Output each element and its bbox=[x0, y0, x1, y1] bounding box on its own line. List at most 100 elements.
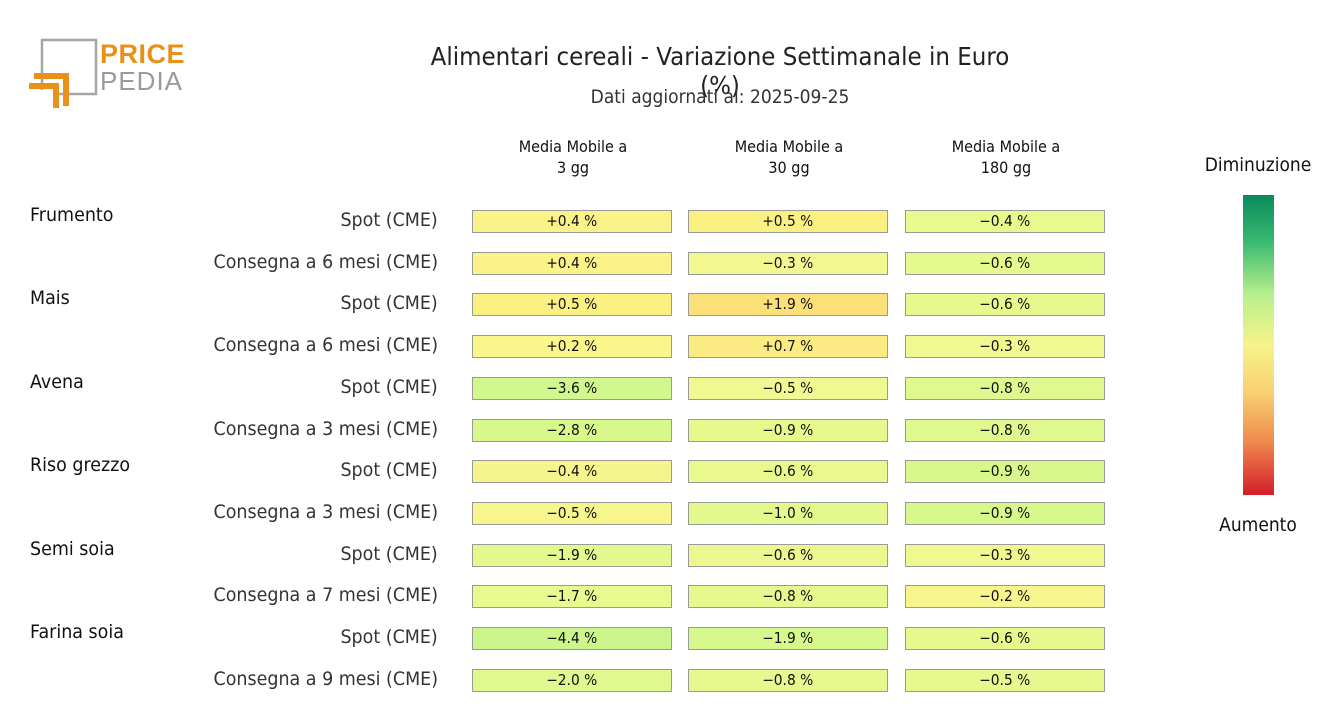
heatmap-cell: −0.3 % bbox=[905, 543, 1105, 567]
cell-value: +0.7 % bbox=[762, 337, 814, 356]
cell-value: −0.6 % bbox=[762, 545, 814, 564]
cell-value: −0.6 % bbox=[979, 295, 1031, 314]
row-label: Consegna a 6 mesi (CME) bbox=[213, 250, 438, 273]
chart-title: Alimentari cereali - Variazione Settiman… bbox=[430, 42, 1010, 100]
row-label: Consegna a 7 mesi (CME) bbox=[213, 584, 438, 607]
group-label: Semi soia bbox=[30, 537, 115, 560]
heatmap-cell: +0.4 % bbox=[472, 210, 672, 233]
cell-value: −0.4 % bbox=[546, 462, 598, 481]
row-label: Consegna a 3 mesi (CME) bbox=[213, 417, 438, 440]
cell-value: −0.8 % bbox=[762, 587, 814, 606]
cell-value: −0.9 % bbox=[762, 420, 814, 439]
heatmap-cell: −0.5 % bbox=[905, 668, 1105, 692]
heatmap-cell: −0.8 % bbox=[688, 668, 888, 692]
heatmap-cell: −0.9 % bbox=[905, 460, 1105, 484]
heatmap-cell: +0.7 % bbox=[688, 335, 888, 359]
row-label: Consegna a 3 mesi (CME) bbox=[213, 500, 438, 523]
row-label: Spot (CME) bbox=[340, 209, 438, 231]
heatmap-cell: −4.4 % bbox=[472, 627, 672, 650]
heatmap-cell: −0.9 % bbox=[688, 418, 888, 442]
legend-label-top: Diminuzione bbox=[1204, 154, 1312, 176]
cell-value: +0.4 % bbox=[546, 253, 598, 272]
cell-value: −4.4 % bbox=[546, 629, 598, 647]
heatmap-cell: −1.0 % bbox=[688, 501, 888, 525]
cell-value: −3.6 % bbox=[546, 378, 598, 397]
cell-value: −0.3 % bbox=[979, 337, 1031, 356]
group-label: Riso grezzo bbox=[30, 454, 131, 477]
cell-value: −0.6 % bbox=[762, 462, 814, 481]
heatmap-cell: +0.5 % bbox=[472, 293, 672, 317]
heatmap-cell: −0.6 % bbox=[905, 251, 1105, 275]
row-label: Consegna a 6 mesi (CME) bbox=[213, 334, 438, 357]
pricepedia-logo: PRICE PEDIA bbox=[29, 38, 185, 108]
group-label: Farina soia bbox=[30, 621, 124, 643]
column-header-2: Media Mobile a 30 gg bbox=[734, 137, 844, 177]
logo-word-pedia: PEDIA bbox=[100, 66, 183, 96]
cell-value: −0.8 % bbox=[979, 420, 1031, 439]
cell-value: −1.0 % bbox=[762, 503, 814, 522]
group-label: Mais bbox=[30, 287, 70, 310]
cell-value: +0.2 % bbox=[546, 337, 598, 356]
row-label: Consegna a 9 mesi (CME) bbox=[213, 667, 438, 690]
cell-value: −0.9 % bbox=[979, 462, 1031, 481]
row-label: Spot (CME) bbox=[340, 292, 438, 315]
cell-value: −0.2 % bbox=[979, 587, 1031, 606]
heatmap-cell: +0.4 % bbox=[472, 251, 672, 275]
cell-value: +1.9 % bbox=[762, 295, 814, 314]
cell-value: −0.8 % bbox=[979, 378, 1031, 397]
cell-value: −2.0 % bbox=[546, 670, 598, 689]
cell-value: −1.9 % bbox=[546, 545, 598, 564]
heatmap-cell: +0.2 % bbox=[472, 335, 672, 359]
heatmap-cell: −0.3 % bbox=[688, 251, 888, 275]
cell-value: −0.8 % bbox=[762, 670, 814, 689]
heatmap-cell: +1.9 % bbox=[688, 293, 888, 317]
heatmap-cell: −3.6 % bbox=[472, 376, 672, 400]
heatmap-cell: −0.5 % bbox=[688, 376, 888, 400]
legend-label-bottom: Aumento bbox=[1219, 514, 1297, 536]
group-label: Frumento bbox=[30, 204, 114, 226]
cell-value: −0.6 % bbox=[979, 253, 1031, 272]
cell-value: −0.9 % bbox=[979, 503, 1031, 522]
cell-value: +0.5 % bbox=[762, 212, 814, 230]
legend-color-bar bbox=[1243, 195, 1274, 495]
heatmap-cell: −0.6 % bbox=[905, 293, 1105, 317]
heatmap-cell: −0.4 % bbox=[472, 460, 672, 484]
logo-mark bbox=[29, 38, 98, 108]
group-label: Avena bbox=[30, 370, 84, 393]
heatmap-cell: +0.5 % bbox=[688, 210, 888, 233]
row-label: Spot (CME) bbox=[340, 626, 438, 648]
row-label: Spot (CME) bbox=[340, 542, 438, 565]
cell-value: −0.5 % bbox=[762, 378, 814, 397]
heatmap-cell: −0.6 % bbox=[688, 460, 888, 484]
heatmap-cell: −1.9 % bbox=[688, 627, 888, 650]
cell-value: +0.5 % bbox=[546, 295, 598, 314]
heatmap-cell: −1.7 % bbox=[472, 585, 672, 609]
heatmap-cell: −0.2 % bbox=[905, 585, 1105, 609]
cell-value: −0.3 % bbox=[762, 253, 814, 272]
heatmap-cell: −0.8 % bbox=[905, 376, 1105, 400]
row-label: Spot (CME) bbox=[340, 375, 438, 398]
column-header-3: Media Mobile a 180 gg bbox=[951, 137, 1061, 177]
heatmap-cell: −0.9 % bbox=[905, 501, 1105, 525]
row-label: Spot (CME) bbox=[340, 459, 438, 482]
chart-subtitle: Dati aggiornati al: 2025-09-25 bbox=[590, 86, 850, 108]
heatmap-cell: −0.4 % bbox=[905, 210, 1105, 233]
heatmap-cell: −2.8 % bbox=[472, 418, 672, 442]
logo-word-price: PRICE bbox=[100, 39, 185, 69]
heatmap-cell: −0.6 % bbox=[905, 627, 1105, 650]
cell-value: −0.4 % bbox=[979, 212, 1031, 230]
cell-value: +0.4 % bbox=[546, 212, 598, 230]
cell-value: −0.6 % bbox=[979, 629, 1031, 647]
heatmap-cell: −0.5 % bbox=[472, 501, 672, 525]
cell-value: −0.3 % bbox=[979, 545, 1031, 564]
cell-value: −1.9 % bbox=[762, 629, 814, 647]
heatmap-cell: −0.6 % bbox=[688, 543, 888, 567]
heatmap-cell: −1.9 % bbox=[472, 543, 672, 567]
cell-value: −0.5 % bbox=[979, 670, 1031, 689]
heatmap-cell: −2.0 % bbox=[472, 668, 672, 692]
cell-value: −1.7 % bbox=[546, 587, 598, 606]
heatmap-cell: −0.8 % bbox=[688, 585, 888, 609]
heatmap-cell: −0.3 % bbox=[905, 335, 1105, 359]
cell-value: −0.5 % bbox=[546, 503, 598, 522]
